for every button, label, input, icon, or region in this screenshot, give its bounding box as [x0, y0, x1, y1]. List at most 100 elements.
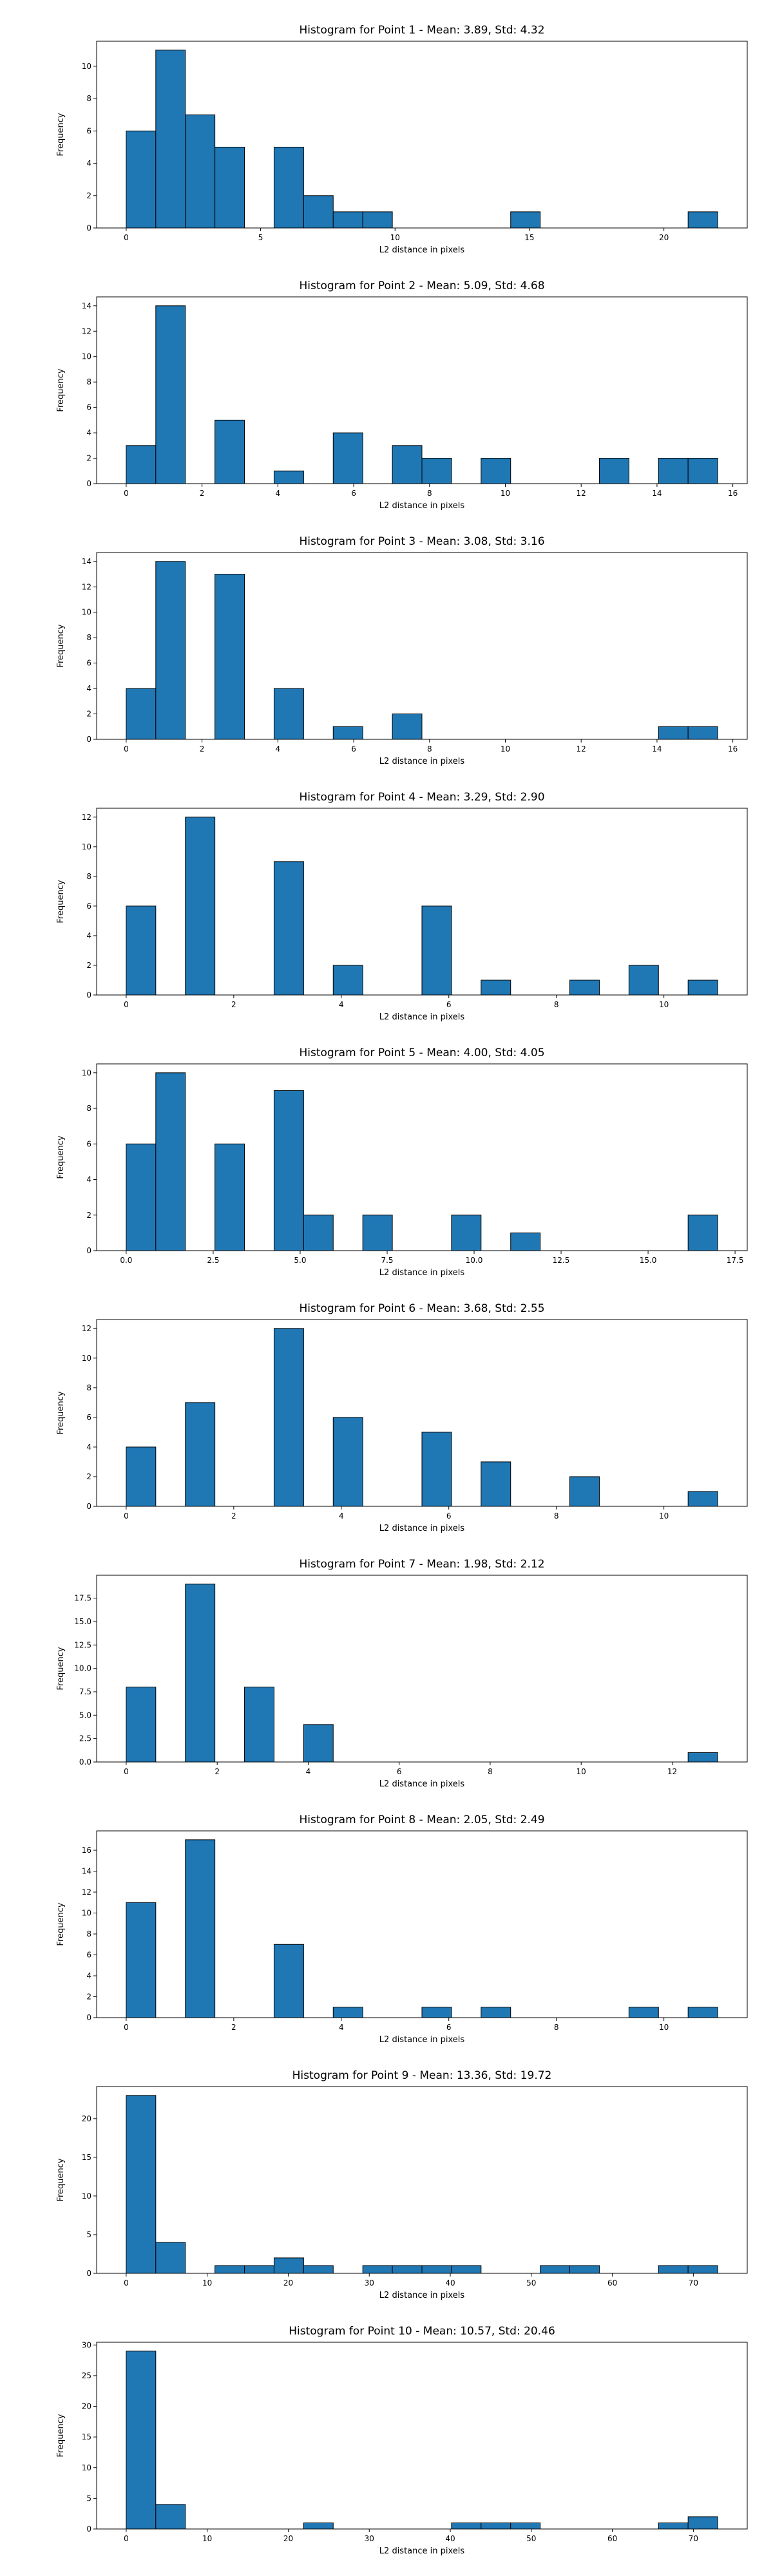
x-tick-label: 6 — [397, 1767, 402, 1776]
y-tick-label: 4 — [86, 428, 91, 437]
histogram-bar — [215, 574, 245, 740]
histogram-bar — [303, 1215, 334, 1251]
plot-frame — [96, 552, 748, 740]
y-tick-label: 0 — [86, 1246, 91, 1255]
x-tick-label: 8 — [554, 1511, 559, 1520]
x-tick-label: 10 — [202, 2278, 212, 2287]
histogram-bar — [687, 211, 718, 229]
histogram-panel-1: Histogram for Point 1 - Mean: 3.89, Std:… — [56, 24, 748, 255]
y-tick-label: 0 — [86, 1502, 91, 1511]
histogram-bar — [687, 1215, 718, 1251]
histogram-bar — [273, 861, 304, 996]
x-tick-label: 2 — [215, 1767, 220, 1776]
x-tick-label: 6 — [351, 744, 356, 753]
histogram-bar — [126, 130, 157, 229]
plot-frame — [96, 2342, 748, 2530]
histogram-bar — [451, 2265, 482, 2274]
y-tick-label: 0.0 — [79, 1757, 91, 1766]
histogram-panel-9: Histogram for Point 9 - Mean: 13.36, Std… — [56, 2069, 748, 2300]
x-tick-label: 4 — [276, 744, 281, 753]
histogram-bar — [362, 2265, 393, 2274]
x-tick-label: 7.5 — [381, 1256, 393, 1265]
chart-title: Histogram for Point 2 - Mean: 5.09, Std:… — [299, 279, 544, 292]
y-tick-label: 8 — [86, 633, 91, 642]
x-tick-label: 60 — [607, 2278, 617, 2287]
x-tick-label: 70 — [689, 2534, 698, 2543]
chart-title: Histogram for Point 3 - Mean: 3.08, Std:… — [299, 535, 544, 548]
histogram-bar — [628, 965, 659, 996]
chart-title: Histogram for Point 6 - Mean: 3.68, Std:… — [299, 1302, 544, 1315]
x-tick-label: 0 — [124, 744, 129, 753]
x-tick-label: 4 — [339, 1511, 344, 1520]
y-tick-label: 14 — [82, 1867, 91, 1876]
y-tick-label: 10 — [82, 2463, 91, 2472]
histogram-bar — [510, 1232, 541, 1251]
y-axis-label: Frequency — [56, 2414, 66, 2457]
x-tick-label: 2 — [200, 744, 205, 753]
histogram-bar — [155, 2504, 186, 2530]
y-axis-label: Frequency — [56, 1902, 66, 1946]
x-tick-label: 10 — [202, 2534, 212, 2543]
x-tick-label: 10 — [577, 1767, 586, 1776]
x-tick-label: 0 — [124, 489, 129, 498]
histogram-bar — [303, 2522, 334, 2530]
histogram-panel-6: Histogram for Point 6 - Mean: 3.68, Std:… — [56, 1302, 748, 1533]
x-tick-label: 2 — [231, 1000, 236, 1009]
x-tick-label: 50 — [526, 2278, 536, 2287]
y-tick-label: 8 — [86, 1104, 91, 1113]
y-tick-label: 4 — [86, 1971, 91, 1980]
x-tick-label: 30 — [365, 2278, 374, 2287]
chart-title: Histogram for Point 1 - Mean: 3.89, Std:… — [299, 24, 544, 37]
histogram-bar — [687, 2516, 718, 2530]
y-tick-label: 7.5 — [79, 1687, 91, 1696]
histogram-bar — [215, 419, 245, 484]
y-tick-label: 10 — [82, 62, 91, 71]
histogram-bar — [481, 2007, 511, 2018]
chart-title: Histogram for Point 4 - Mean: 3.29, Std:… — [299, 791, 544, 804]
histogram-bar — [126, 1687, 157, 1763]
y-tick-label: 10 — [82, 352, 91, 361]
x-tick-label: 2 — [231, 1511, 236, 1520]
x-tick-label: 0 — [124, 1000, 129, 1009]
y-tick-label: 6 — [86, 1951, 91, 1960]
y-tick-label: 2 — [86, 1211, 91, 1220]
histogram-bar — [687, 1491, 718, 1507]
y-tick-label: 6 — [86, 902, 91, 911]
y-tick-label: 16 — [82, 1846, 91, 1855]
y-tick-label: 2 — [86, 961, 91, 970]
plot-frame — [96, 41, 748, 229]
x-axis-label: L2 distance in pixels — [379, 1779, 465, 1789]
histogram-bar — [569, 980, 600, 996]
plot-frame — [96, 296, 748, 484]
y-axis-label: Frequency — [56, 113, 66, 156]
histogram-bar — [687, 1752, 718, 1763]
x-tick-label: 8 — [554, 1000, 559, 1009]
histogram-bar — [185, 1402, 216, 1507]
histogram-bar — [215, 2265, 245, 2274]
x-tick-label: 0 — [124, 2278, 129, 2287]
y-tick-label: 12 — [82, 1324, 91, 1333]
histogram-bar — [421, 2007, 452, 2018]
histogram-bar — [273, 688, 304, 740]
y-tick-label: 14 — [82, 557, 91, 566]
histogram-bar — [481, 458, 511, 484]
y-axis-label: Frequency — [56, 1391, 66, 1434]
y-tick-label: 8 — [86, 1929, 91, 1938]
histogram-bar — [540, 2265, 571, 2274]
histogram-bar — [481, 1461, 511, 1507]
y-tick-label: 0 — [86, 2524, 91, 2533]
histogram-bar — [332, 211, 363, 229]
histogram-bar — [332, 1417, 363, 1507]
histogram-bar — [392, 445, 423, 484]
y-tick-label: 0 — [86, 2013, 91, 2022]
x-tick-label: 40 — [445, 2278, 455, 2287]
histogram-panel-4: Histogram for Point 4 - Mean: 3.29, Std:… — [56, 791, 748, 1022]
x-tick-label: 16 — [728, 744, 738, 753]
y-tick-label: 8 — [86, 1383, 91, 1392]
y-tick-label: 6 — [86, 126, 91, 135]
chart-title: Histogram for Point 10 - Mean: 10.57, St… — [289, 2325, 555, 2338]
y-axis-label: Frequency — [56, 1647, 66, 1690]
histogram-bar — [687, 726, 718, 740]
y-tick-label: 10 — [82, 842, 91, 851]
x-tick-label: 6 — [446, 1511, 452, 1520]
